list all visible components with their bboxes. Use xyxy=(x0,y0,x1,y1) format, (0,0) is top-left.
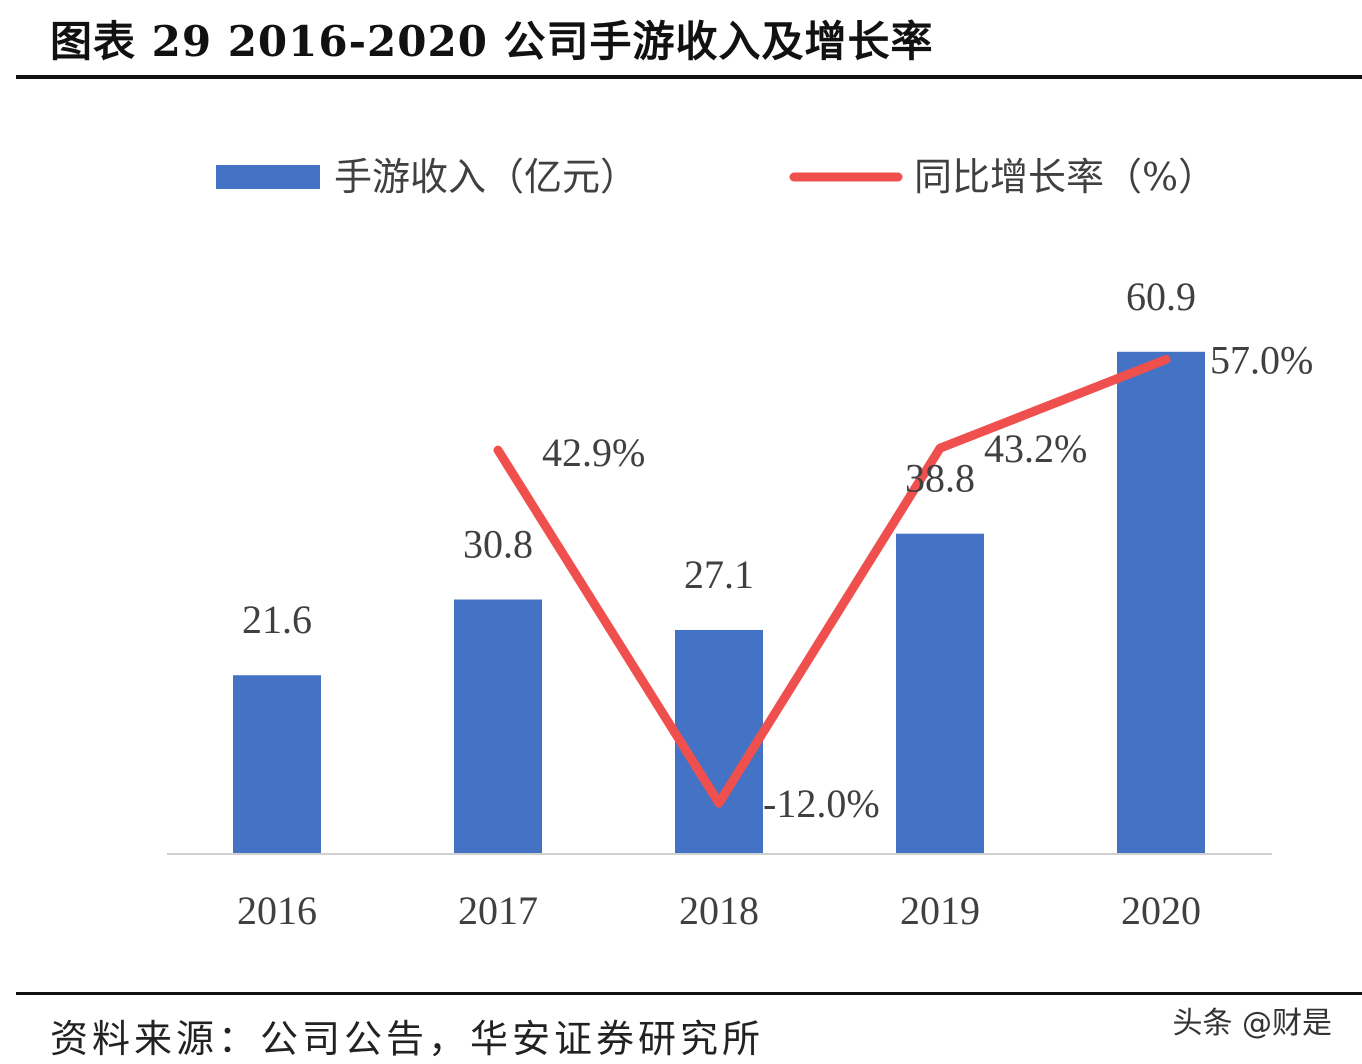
legend-bar-label: 手游收入（亿元） xyxy=(334,155,638,199)
x-tick-2018: 2018 xyxy=(679,888,759,933)
growth-line xyxy=(493,354,1171,808)
bar-label-2019: 38.8 xyxy=(905,456,975,501)
bar-label-2018: 27.1 xyxy=(684,552,754,597)
bar-label-2020: 60.9 xyxy=(1126,274,1196,319)
legend: 手游收入（亿元） 同比增长率（%） xyxy=(216,155,1216,199)
bar-2018 xyxy=(675,629,763,853)
footer-rule xyxy=(16,992,1362,995)
legend-line-label: 同比增长率（%） xyxy=(914,155,1216,199)
source-note: 资料来源：公司公告，华安证券研究所 xyxy=(50,1017,765,1061)
growth-label-2018: -12.0% xyxy=(763,781,880,826)
bar-2019 xyxy=(896,533,984,853)
x-tick-2017: 2017 xyxy=(458,888,538,933)
growth-label-2020: 57.0% xyxy=(1210,337,1313,382)
growth-label-2019: 43.2% xyxy=(984,426,1087,471)
title-rule xyxy=(16,75,1362,79)
watermark: 头条 @财是 xyxy=(1172,1006,1332,1041)
x-tick-2020: 2020 xyxy=(1121,888,1201,933)
x-tick-2019: 2019 xyxy=(900,888,980,933)
bar-label-2016: 21.6 xyxy=(242,597,312,642)
legend-bar-swatch xyxy=(216,165,320,189)
bar-label-2017: 30.8 xyxy=(463,522,533,567)
x-tick-2016: 2016 xyxy=(237,888,317,933)
bar-2020 xyxy=(1117,351,1205,853)
bar-2016 xyxy=(233,675,321,853)
growth-label-2017: 42.9% xyxy=(542,430,645,475)
bar-2017 xyxy=(454,599,542,853)
chart-title: 图表 29 2016-2020 公司手游收入及增长率 xyxy=(50,17,934,66)
